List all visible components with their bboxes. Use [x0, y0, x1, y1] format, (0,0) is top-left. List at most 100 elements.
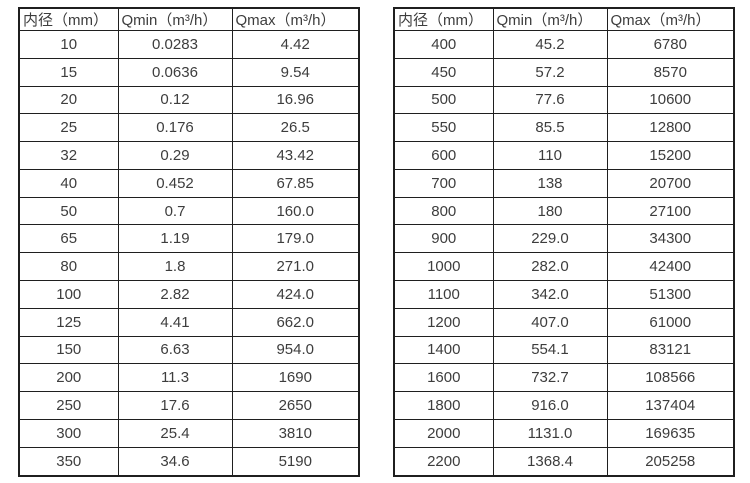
table-cell: 407.0 [492, 307, 608, 337]
table-row: 550 85.5 12800 [393, 113, 735, 143]
table-row: 10 0.0283 4.42 [18, 30, 360, 59]
table-row: 125 4.41 662.0 [18, 307, 360, 337]
table-cell: 6780 [606, 30, 735, 59]
table-cell: 0.12 [117, 85, 233, 115]
table-cell: 108566 [606, 363, 735, 393]
table-cell: 25 [18, 113, 119, 143]
table-row: 2200 1368.4 205258 [393, 446, 735, 477]
table-cell: 180 [492, 196, 608, 226]
table-cell: 80 [18, 252, 119, 282]
table-cell: 40 [18, 168, 119, 198]
table-row: 150 6.63 954.0 [18, 335, 360, 365]
table-header: 内径（mm） Qmin（m³/h） Qmax（m³/h） [18, 7, 360, 31]
column-header: Qmin（m³/h） [492, 7, 608, 31]
table-cell: 0.0283 [117, 30, 233, 59]
flow-table-large-diameters: 内径（mm） Qmin（m³/h） Qmax（m³/h） 400 45.2 6780 45… [393, 7, 735, 477]
column-header: 内径（mm） [393, 7, 494, 31]
table-cell: 1131.0 [492, 418, 608, 448]
table-cell: 450 [393, 57, 494, 87]
table-cell: 34.6 [117, 446, 233, 477]
table-row: 20 0.12 16.96 [18, 85, 360, 115]
table-body: 400 45.2 6780 450 57.2 8570 500 77.6 10600 550 85.… [393, 30, 735, 477]
table-cell: 800 [393, 196, 494, 226]
table-cell: 110 [492, 141, 608, 170]
table-cell: 85.5 [492, 113, 608, 143]
table-cell: 700 [393, 168, 494, 198]
table-row: 1800 916.0 137404 [393, 391, 735, 420]
table-cell: 100 [18, 280, 119, 309]
table-cell: 282.0 [492, 252, 608, 282]
table-cell: 6.63 [117, 335, 233, 365]
table-cell: 954.0 [231, 335, 360, 365]
table-cell: 26.5 [231, 113, 360, 143]
table-cell: 0.0636 [117, 57, 233, 87]
table-row: 500 77.6 10600 [393, 85, 735, 115]
table-row: 250 17.6 2650 [18, 391, 360, 420]
table-cell: 1800 [393, 391, 494, 420]
table-cell: 57.2 [492, 57, 608, 87]
table-cell: 61000 [606, 307, 735, 337]
table-row: 40 0.452 67.85 [18, 168, 360, 198]
table-cell: 34300 [606, 224, 735, 254]
table-cell: 150 [18, 335, 119, 365]
table-cell: 169635 [606, 418, 735, 448]
table-cell: 0.7 [117, 196, 233, 226]
table-row: 350 34.6 5190 [18, 446, 360, 477]
table-cell: 342.0 [492, 280, 608, 309]
table-cell: 1368.4 [492, 446, 608, 477]
table-cell: 51300 [606, 280, 735, 309]
table-cell: 205258 [606, 446, 735, 477]
table-cell: 17.6 [117, 391, 233, 420]
table-cell: 67.85 [231, 168, 360, 198]
table-cell: 77.6 [492, 85, 608, 115]
table-cell: 2.82 [117, 280, 233, 309]
table-cell: 2200 [393, 446, 494, 477]
table-row: 200 11.3 1690 [18, 363, 360, 393]
table-row: 600 110 15200 [393, 141, 735, 170]
table-cell: 271.0 [231, 252, 360, 282]
table-cell: 1690 [231, 363, 360, 393]
table-cell: 20700 [606, 168, 735, 198]
table-row: 700 138 20700 [393, 168, 735, 198]
table-cell: 50 [18, 196, 119, 226]
table-cell: 250 [18, 391, 119, 420]
table-cell: 500 [393, 85, 494, 115]
table-row: 1200 407.0 61000 [393, 307, 735, 337]
table-cell: 2000 [393, 418, 494, 448]
table-row: 450 57.2 8570 [393, 57, 735, 87]
table-row: 400 45.2 6780 [393, 30, 735, 59]
table-cell: 1000 [393, 252, 494, 282]
header-row: 内径（mm） Qmin（m³/h） Qmax（m³/h） [18, 7, 360, 31]
table-cell: 8570 [606, 57, 735, 87]
table-cell: 20 [18, 85, 119, 115]
table-cell: 662.0 [231, 307, 360, 337]
table-cell: 550 [393, 113, 494, 143]
table-cell: 12800 [606, 113, 735, 143]
table-row: 1600 732.7 108566 [393, 363, 735, 393]
table-cell: 600 [393, 141, 494, 170]
table-cell: 1.8 [117, 252, 233, 282]
table-cell: 350 [18, 446, 119, 477]
table-cell: 916.0 [492, 391, 608, 420]
table-cell: 1200 [393, 307, 494, 337]
table-cell: 65 [18, 224, 119, 254]
table-cell: 1600 [393, 363, 494, 393]
table-cell: 400 [393, 30, 494, 59]
table-row: 1400 554.1 83121 [393, 335, 735, 365]
table-cell: 27100 [606, 196, 735, 226]
table-cell: 0.452 [117, 168, 233, 198]
table-cell: 1.19 [117, 224, 233, 254]
table-cell: 3810 [231, 418, 360, 448]
table-cell: 160.0 [231, 196, 360, 226]
table-body: 10 0.0283 4.42 15 0.0636 9.54 20 0.12 16.96 25 0.1… [18, 30, 360, 477]
table-row: 100 2.82 424.0 [18, 280, 360, 309]
table-row: 1000 282.0 42400 [393, 252, 735, 282]
table-cell: 1400 [393, 335, 494, 365]
table-cell: 125 [18, 307, 119, 337]
table-cell: 16.96 [231, 85, 360, 115]
table-cell: 554.1 [492, 335, 608, 365]
table-cell: 732.7 [492, 363, 608, 393]
table-row: 300 25.4 3810 [18, 418, 360, 448]
flow-table-small-diameters: 内径（mm） Qmin（m³/h） Qmax（m³/h） 10 0.0283 4.42 1… [18, 7, 360, 477]
table-cell: 11.3 [117, 363, 233, 393]
